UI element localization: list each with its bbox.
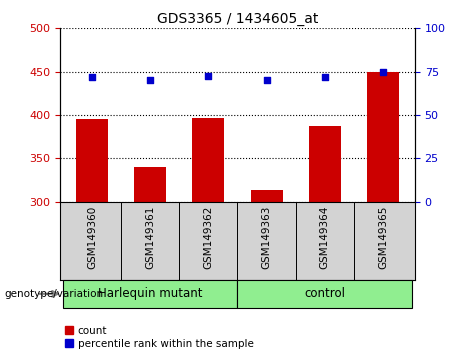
Text: GSM149360: GSM149360	[87, 206, 97, 269]
Legend: count, percentile rank within the sample: count, percentile rank within the sample	[65, 326, 254, 349]
Bar	[76, 119, 108, 202]
Text: GSM149361: GSM149361	[145, 206, 155, 269]
Bar	[192, 118, 225, 202]
Bar	[63, 280, 237, 308]
Text: GSM149365: GSM149365	[378, 206, 388, 269]
Text: GSM149364: GSM149364	[319, 206, 330, 269]
Bar	[134, 167, 166, 202]
Point	[205, 73, 212, 79]
Text: control: control	[304, 287, 345, 300]
Point	[321, 74, 328, 80]
Title: GDS3365 / 1434605_at: GDS3365 / 1434605_at	[157, 12, 318, 26]
Text: GSM149363: GSM149363	[261, 206, 272, 269]
Text: GSM149362: GSM149362	[203, 206, 213, 269]
Text: genotype/variation: genotype/variation	[5, 289, 104, 299]
Bar	[367, 72, 399, 202]
Bar	[237, 280, 412, 308]
Bar	[250, 190, 283, 202]
Point	[88, 74, 95, 80]
Bar	[309, 126, 341, 202]
Point	[379, 69, 387, 74]
Text: Harlequin mutant: Harlequin mutant	[98, 287, 202, 300]
Point	[263, 78, 270, 83]
Point	[147, 78, 154, 83]
